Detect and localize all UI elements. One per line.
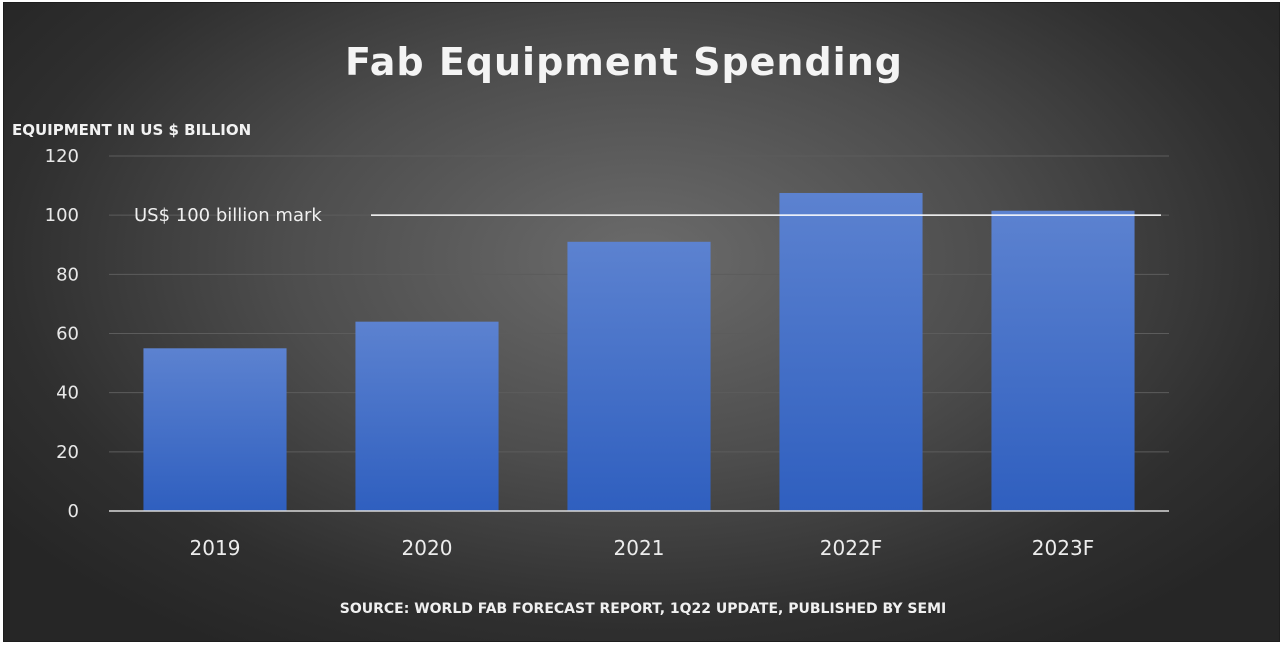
bar-2020 [355,321,499,511]
bar-2022F [779,192,923,511]
y-tick-label: 120 [45,146,79,167]
y-tick-label: 80 [56,264,79,285]
x-tick-label: 2023F [1032,536,1094,560]
y-tick-label: 40 [56,383,79,404]
x-tick-label: 2019 [190,536,241,560]
x-tick-label: 2022F [820,536,882,560]
y-tick-label: 100 [45,205,79,226]
chart-container: Fab Equipment Spending EQUIPMENT IN US $… [3,2,1280,642]
x-tick-label: 2020 [402,536,453,560]
x-tick-label: 2021 [614,536,665,560]
y-tick-label: 20 [56,442,79,463]
source-note: SOURCE: WORLD FAB FORECAST REPORT, 1Q22 … [340,601,946,617]
chart-title: Fab Equipment Spending [345,40,903,84]
x-axis-ticks: 2019 2020 2021 2022F 2023F [190,536,1095,560]
bar-chart: Fab Equipment Spending EQUIPMENT IN US $… [12,40,1169,617]
bars [143,192,1135,511]
y-axis-label: EQUIPMENT IN US $ BILLION [12,121,251,139]
reference-line-label: US$ 100 billion mark [134,205,322,226]
bar-2023F [991,210,1135,511]
bar-2019 [143,348,287,511]
y-axis-ticks: 0 20 40 60 80 100 120 [45,146,79,522]
bar-2021 [567,241,711,511]
y-tick-label: 60 [56,324,79,345]
y-tick-label: 0 [68,501,79,522]
